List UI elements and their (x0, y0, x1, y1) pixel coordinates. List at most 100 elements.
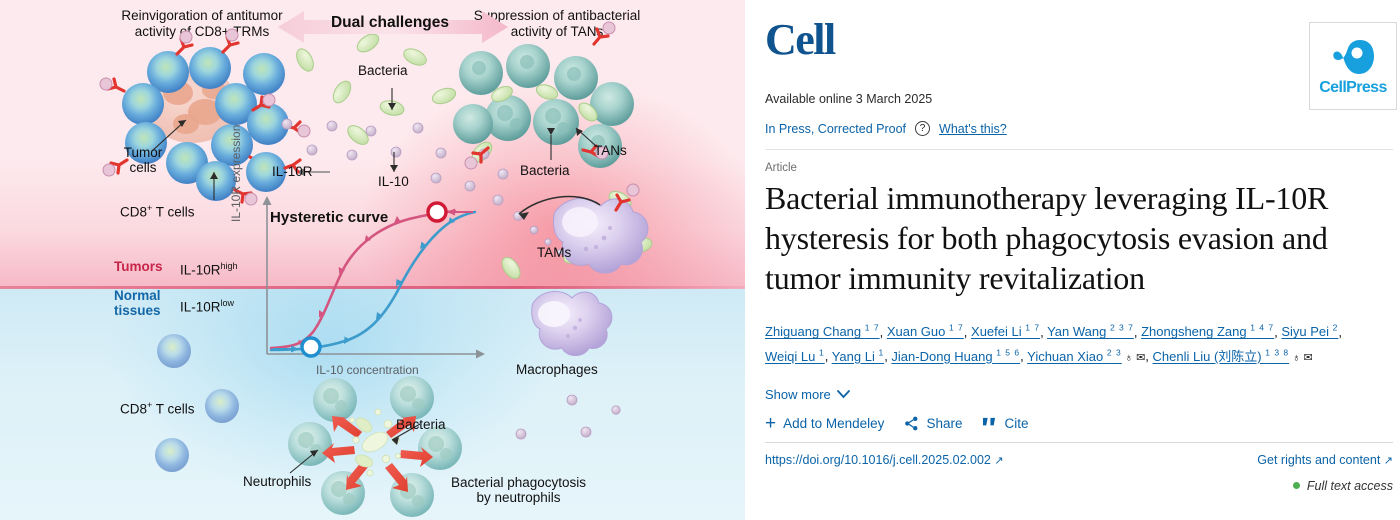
share-nodes-icon (905, 416, 918, 430)
author-separator: , (1274, 324, 1282, 340)
author-affiliation-marker: 1 7 (948, 323, 964, 333)
author-entry[interactable]: Yan Wang 2 3 7 (1047, 323, 1134, 340)
author-name[interactable]: Siyu Pei 2 (1281, 323, 1339, 340)
external-link-icon: ↗ (994, 454, 1004, 467)
author-affiliation-marker: 2 3 7 (1109, 323, 1134, 333)
show-more-label: Show more (765, 386, 831, 402)
doi-link[interactable]: https://doi.org/10.1016/j.cell.2025.02.0… (765, 453, 1004, 467)
proof-status-link[interactable]: In Press, Corrected Proof (765, 121, 907, 136)
author-name[interactable]: Zhongsheng Zang 1 4 7 (1141, 323, 1275, 340)
author-name[interactable]: Yichuan Xiao 2 3 (1027, 347, 1122, 364)
whats-this-link[interactable]: What's this? (939, 121, 1007, 136)
author-affiliation-marker: 2 (1332, 323, 1339, 333)
band-label-normal: Normal tissues (114, 288, 161, 318)
author-name[interactable]: Weiqi Lu 1 (765, 347, 825, 364)
divider-bottom (765, 441, 1393, 443)
share-button[interactable]: Share (904, 416, 962, 431)
available-online-date: Available online 3 March 2025 (765, 92, 933, 106)
author-separator: , (1133, 324, 1142, 340)
article-type-kicker: Article (765, 162, 797, 174)
author-name[interactable]: Yan Wang 2 3 7 (1047, 323, 1134, 340)
author-name[interactable]: Zhiguang Chang 1 7 (765, 323, 880, 340)
dual-challenges-arrow-icon (278, 11, 508, 43)
author-name[interactable]: Jian-Dong Huang 1 5 6 (891, 347, 1021, 364)
label-il10r: IL-10R (272, 164, 313, 179)
chart-x-axis-label: IL-10 concentration (316, 363, 419, 377)
author-affiliation-marker: 1 (878, 347, 885, 358)
author-separator: , (824, 348, 832, 364)
article-actions: + Add to Mendeley Share (765, 412, 1393, 434)
label-il10: IL-10 (378, 174, 409, 189)
rights-text: Get rights and content (1257, 452, 1381, 467)
author-separator: , (1040, 324, 1048, 340)
quote-icon (983, 417, 996, 426)
author-affiliation-marker: 1 3 8 (1265, 347, 1290, 358)
divider-top (765, 149, 1393, 150)
abstract-artwork (99, 21, 653, 517)
author-affiliation-marker: 1 4 7 (1250, 323, 1275, 333)
chart-y-axis-label: IL-10R expression (229, 124, 243, 222)
show-more-authors-button[interactable]: Show more (765, 387, 850, 402)
author-name[interactable]: Xuefei Li 1 7 (971, 323, 1041, 340)
label-macrophages: Macrophages (516, 362, 598, 377)
label-tams: TAMs (537, 245, 572, 260)
normal-tissue-region-background (0, 288, 745, 520)
cellpress-wordmark: CellPress (1319, 78, 1387, 96)
author-name[interactable]: Chenli Liu (刘陈立) 1 3 8 (1152, 347, 1290, 364)
author-profile-icon[interactable]: ♁ (1121, 351, 1134, 364)
author-entry[interactable]: Jian-Dong Huang 1 5 6 (891, 347, 1021, 364)
get-rights-and-content-link[interactable]: Get rights and content ↗ (1257, 453, 1393, 467)
cite-label: Cite (1004, 415, 1029, 431)
page-title: Bacterial immunotherapy leveraging IL-10… (765, 180, 1329, 296)
author-entry[interactable]: Zhiguang Chang 1 7 (765, 323, 880, 340)
share-label: Share (926, 415, 963, 431)
author-affiliation-marker: 1 7 (864, 323, 880, 333)
plus-icon: + (765, 412, 777, 434)
doi-text: https://doi.org/10.1016/j.cell.2025.02.0… (765, 452, 991, 467)
label-neutrophils: Neutrophils (243, 474, 312, 489)
author-separator: , (1145, 348, 1153, 364)
band-value-tumors: IL-10Rhigh (180, 261, 238, 278)
author-separator: , (879, 324, 887, 340)
label-phagocytosis: Bacterial phagocytosis by neutrophils (450, 475, 587, 505)
author-entry[interactable]: Chenli Liu (刘陈立) 1 3 8 ♁ ✉ (1152, 347, 1313, 364)
author-entry[interactable]: Yichuan Xiao 2 3 ♁ ✉ (1027, 347, 1146, 364)
author-entry[interactable]: Siyu Pei 2 (1281, 323, 1339, 340)
access-status-label: Full text access (1306, 478, 1393, 493)
author-profile-icon[interactable]: ♁ (1289, 351, 1301, 364)
doi-row: https://doi.org/10.1016/j.cell.2025.02.0… (765, 453, 1393, 467)
author-affiliation-marker: 1 7 (1025, 323, 1041, 333)
cite-button[interactable]: Cite (982, 416, 1028, 431)
author-separator: , (963, 324, 972, 340)
label-tans: TANs (594, 143, 627, 158)
author-entry[interactable]: Xuan Guo 1 7 (886, 323, 964, 340)
hysteresis-high-state-marker (426, 201, 448, 223)
chevron-down-icon (836, 389, 850, 398)
label-bacteria-bottom: Bacteria (396, 417, 446, 432)
abstract-headline-right: Suppression of antibacterial activity of… (473, 8, 641, 39)
question-mark-icon[interactable]: ? (915, 121, 931, 136)
add-to-mendeley-label: Add to Mendeley (783, 415, 885, 431)
cell-press-badge[interactable]: CellPress (1309, 22, 1397, 110)
author-name[interactable]: Xuan Guo 1 7 (886, 323, 964, 340)
author-entry[interactable]: Zhongsheng Zang 1 4 7 (1141, 323, 1275, 340)
access-status-dot-icon (1292, 482, 1300, 490)
journal-logo[interactable]: Cell (765, 15, 836, 64)
band-value-normal: IL-10Rlow (180, 298, 235, 315)
author-name[interactable]: Yang Li 1 (831, 347, 885, 364)
author-entry[interactable]: Weiqi Lu 1 (765, 347, 825, 364)
author-affiliation-marker: 1 5 6 (996, 347, 1021, 358)
graphical-abstract-image[interactable]: Reinvigoration of antitumor activity of … (0, 0, 745, 520)
corresponding-author-email-icon[interactable]: ✉ (1300, 351, 1313, 364)
add-to-mendeley-button[interactable]: + Add to Mendeley (765, 412, 885, 434)
author-entry[interactable]: Xuefei Li 1 7 (971, 323, 1041, 340)
corresponding-author-email-icon[interactable]: ✉ (1133, 351, 1146, 364)
author-entry[interactable]: Yang Li 1 (831, 347, 885, 364)
label-tumor-cells: Tumor cells (123, 145, 163, 175)
hysteretic-curve-chart (262, 196, 485, 359)
author-affiliation-marker: 2 3 (1106, 347, 1122, 358)
cellpress-infinity-icon (1333, 39, 1374, 74)
chart-title: Hysteretic curve (270, 209, 389, 226)
author-list: Zhiguang Chang 1 7, Xuan Guo 1 7, Xuefei… (765, 318, 1393, 369)
external-link-icon: ↗ (1383, 454, 1393, 467)
